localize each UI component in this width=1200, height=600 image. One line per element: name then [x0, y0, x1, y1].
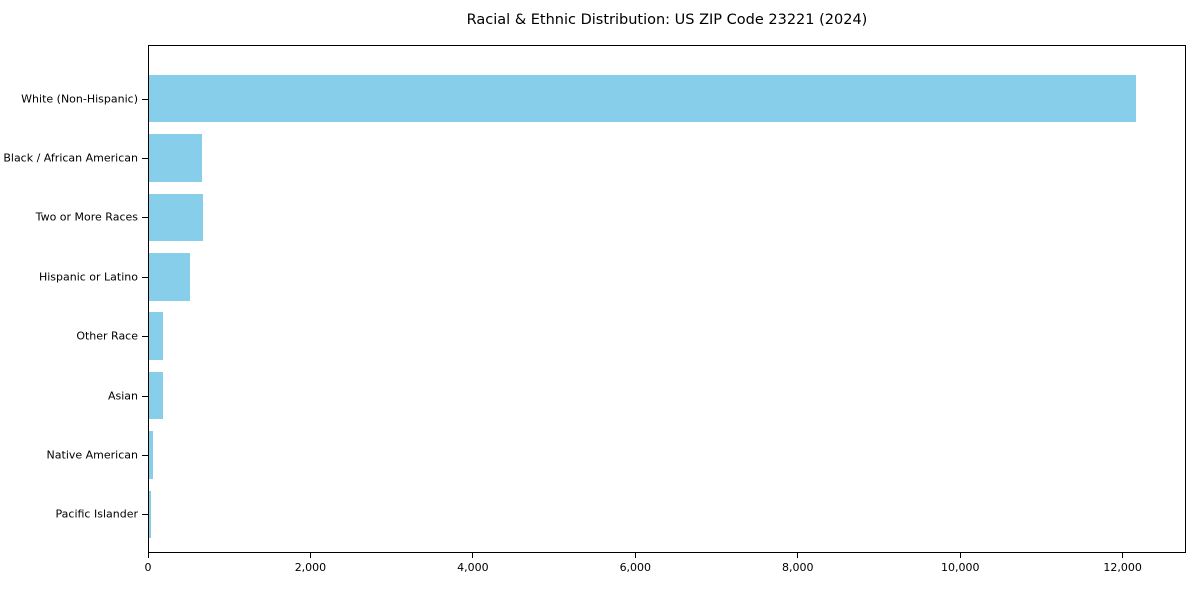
bar-row: Asian [108, 366, 1185, 425]
x-tick-mark [309, 553, 311, 558]
bar-row: Two or More Races [36, 188, 1185, 247]
y-axis-label: Pacific Islander [55, 507, 138, 521]
y-axis-label: Native American [46, 448, 138, 462]
bar-row: Pacific Islander [56, 485, 1185, 544]
bar [149, 431, 153, 479]
x-tick-mark [147, 553, 149, 558]
y-axis-label: Other Race [76, 329, 138, 343]
bar [149, 134, 203, 182]
y-axis-label: White (Non-Hispanic) [21, 92, 138, 106]
x-tick-mark [959, 553, 961, 558]
bar [149, 253, 190, 301]
x-tick-label: 6,000 [619, 561, 652, 574]
bar [149, 490, 152, 539]
x-tick-label: 10,000 [940, 561, 980, 574]
bar [149, 193, 203, 242]
bar [149, 371, 163, 420]
y-tick-mark [142, 514, 148, 516]
bar-rows-container: White (Non-Hispanic) Black / African Amer… [3, 46, 1185, 552]
x-tick-mark [1122, 553, 1124, 558]
y-tick-mark [142, 454, 148, 456]
x-tick-mark [472, 553, 474, 558]
bar-row: Native American [47, 425, 1185, 484]
y-tick-mark [142, 336, 148, 338]
y-tick-mark [142, 98, 148, 100]
x-tick-mark [634, 553, 636, 558]
x-tick-label: 0 [144, 561, 152, 574]
y-axis-label: Black / African American [3, 151, 138, 165]
chart-title: Racial & Ethnic Distribution: US ZIP Cod… [466, 12, 868, 28]
bar-row: Other Race [76, 307, 1185, 366]
y-tick-mark [142, 276, 148, 278]
bar-row: White (Non-Hispanic) [21, 69, 1185, 128]
y-tick-mark [142, 217, 148, 219]
y-axis-label: Asian [107, 389, 138, 403]
y-tick-mark [142, 158, 148, 160]
x-tick-label: 2,000 [294, 561, 327, 574]
y-tick-mark [142, 395, 148, 397]
plot-area: White (Non-Hispanic) Black / African Amer… [3, 45, 1186, 553]
bar-row: Black / African American [3, 128, 1185, 187]
x-tick-mark [797, 553, 799, 558]
bar [149, 312, 163, 360]
x-tick-label: 8,000 [782, 561, 814, 574]
x-axis: 0 2,000 4,000 6,000 8,000 10,000 12,000 [144, 553, 1186, 583]
bar [149, 74, 1136, 123]
y-axis-label: Hispanic or Latino [38, 270, 138, 284]
y-axis-label: Two or More Races [35, 210, 138, 224]
x-tick-label: 4,000 [457, 561, 489, 574]
x-tick-label: 12,000 [1103, 561, 1142, 574]
bar-row: Hispanic or Latino [39, 247, 1185, 306]
